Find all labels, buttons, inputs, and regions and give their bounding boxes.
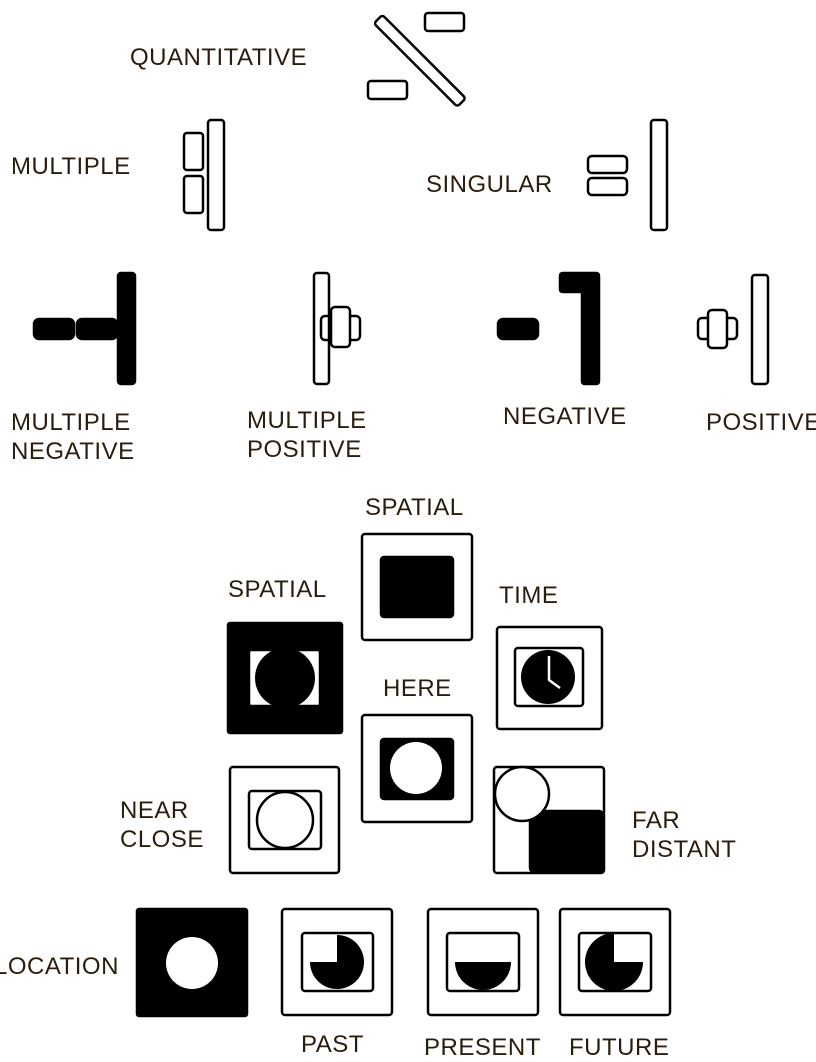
label-multiple-negative-line2: NEGATIVE bbox=[11, 438, 135, 465]
label-far-distant-line1: FAR bbox=[632, 807, 681, 834]
label-near-close-line1: NEAR bbox=[120, 797, 189, 824]
label-negative: NEGATIVE bbox=[503, 403, 627, 430]
quantitative-symbol bbox=[366, 11, 466, 107]
multiple-symbol bbox=[182, 118, 226, 232]
multiple-positive-symbol bbox=[312, 271, 362, 386]
label-spatial-left: SPATIAL bbox=[228, 576, 327, 603]
label-location: LOCATION bbox=[0, 953, 119, 980]
label-time: TIME bbox=[499, 582, 559, 609]
label-positive: POSITIVE bbox=[706, 409, 816, 436]
spatial-filled-box bbox=[226, 621, 344, 735]
label-quantitative: QUANTITATIVE bbox=[130, 44, 308, 71]
label-past: PAST bbox=[301, 1031, 364, 1058]
negative-symbol bbox=[496, 271, 601, 386]
multiple-negative-symbol bbox=[32, 271, 137, 386]
label-present: PRESENT bbox=[424, 1034, 541, 1061]
label-here: HERE bbox=[383, 675, 452, 702]
far-distant-box bbox=[492, 765, 606, 875]
clock-hand-icon bbox=[547, 656, 561, 690]
here-box bbox=[360, 713, 474, 824]
past-clock-icon bbox=[310, 935, 364, 989]
near-close-box bbox=[228, 765, 341, 875]
future-box bbox=[558, 907, 672, 1017]
label-multiple-positive-line2: POSITIVE bbox=[247, 436, 362, 463]
present-clock-icon bbox=[455, 962, 511, 990]
past-box bbox=[280, 907, 394, 1017]
label-spatial-top: SPATIAL bbox=[365, 494, 464, 521]
location-box bbox=[135, 907, 249, 1018]
label-singular: SINGULAR bbox=[426, 171, 553, 198]
singular-symbol bbox=[586, 118, 669, 232]
label-future: FUTURE bbox=[569, 1034, 670, 1061]
present-box bbox=[426, 907, 540, 1017]
future-clock-icon bbox=[585, 933, 643, 991]
label-far-distant-line2: DISTANT bbox=[632, 836, 737, 863]
label-multiple-positive-line1: MULTIPLE bbox=[247, 407, 367, 434]
positive-symbol bbox=[696, 273, 770, 386]
label-multiple: MULTIPLE bbox=[11, 153, 131, 180]
time-box bbox=[495, 625, 604, 731]
spatial-box bbox=[360, 532, 474, 642]
label-multiple-negative-line1: MULTIPLE bbox=[11, 409, 131, 436]
label-near-close-line2: CLOSE bbox=[120, 826, 204, 853]
